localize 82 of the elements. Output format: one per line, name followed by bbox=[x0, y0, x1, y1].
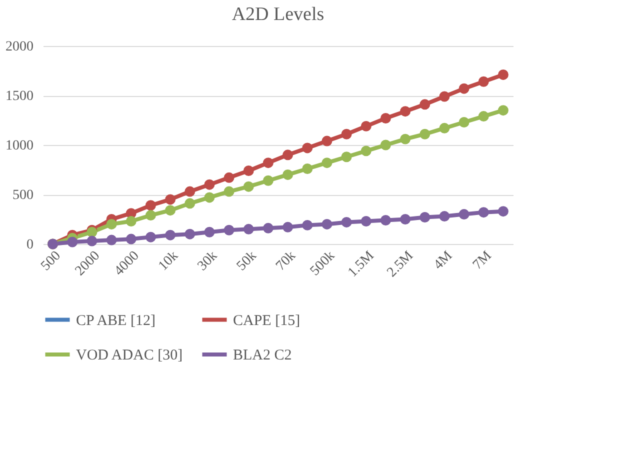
x-tick-label: 30k bbox=[195, 248, 221, 274]
point bbox=[400, 134, 411, 144]
point bbox=[380, 113, 391, 124]
point bbox=[380, 140, 391, 150]
point bbox=[498, 105, 508, 116]
y-tick-label: 0 bbox=[26, 238, 34, 252]
point bbox=[262, 175, 274, 186]
point bbox=[360, 216, 372, 226]
point bbox=[400, 106, 411, 117]
point bbox=[420, 128, 430, 140]
x-tick-label: 4M bbox=[431, 248, 456, 273]
point bbox=[458, 116, 470, 128]
point bbox=[420, 99, 430, 110]
point bbox=[145, 210, 156, 221]
point bbox=[439, 211, 450, 222]
x-tick-label: 50k bbox=[234, 248, 260, 274]
point bbox=[224, 186, 234, 197]
legend-label: BLA2 C2 bbox=[233, 348, 292, 364]
point bbox=[67, 236, 78, 248]
x-tick-label: 70k bbox=[273, 248, 299, 274]
point bbox=[439, 91, 450, 102]
point bbox=[498, 206, 508, 217]
point bbox=[478, 76, 489, 87]
point bbox=[262, 158, 274, 168]
point bbox=[439, 122, 450, 134]
point bbox=[282, 222, 294, 232]
point bbox=[341, 152, 352, 162]
point bbox=[302, 220, 313, 230]
legend-label: CAPE [15] bbox=[233, 312, 300, 329]
point bbox=[224, 172, 234, 183]
point bbox=[360, 120, 372, 132]
point bbox=[204, 179, 215, 190]
y-tick-label: 2000 bbox=[6, 40, 34, 54]
x-tick-label: 4000 bbox=[112, 248, 142, 279]
point bbox=[322, 136, 332, 146]
point bbox=[204, 192, 215, 203]
point bbox=[184, 198, 196, 209]
y-tick-label: 500 bbox=[12, 188, 34, 203]
point bbox=[458, 209, 470, 220]
point bbox=[322, 158, 332, 168]
point bbox=[262, 222, 274, 234]
point bbox=[341, 216, 352, 228]
point bbox=[165, 194, 176, 205]
point bbox=[498, 69, 508, 80]
point bbox=[224, 224, 234, 236]
x-tick-label: 10k bbox=[156, 248, 182, 274]
point bbox=[126, 216, 136, 226]
point bbox=[145, 232, 156, 242]
x-tick-label: 500k bbox=[308, 248, 338, 279]
point bbox=[165, 205, 176, 216]
point bbox=[380, 215, 391, 226]
x-tick-label: 500 bbox=[38, 248, 64, 274]
chart-title: A2D Levels bbox=[232, 4, 324, 25]
point bbox=[106, 218, 117, 230]
point bbox=[478, 111, 489, 122]
point bbox=[478, 207, 489, 218]
point bbox=[341, 128, 352, 140]
point bbox=[458, 83, 470, 94]
point bbox=[86, 236, 98, 246]
point bbox=[302, 164, 313, 174]
point bbox=[282, 150, 294, 160]
point bbox=[322, 218, 332, 230]
point bbox=[282, 169, 294, 180]
point bbox=[106, 234, 117, 246]
point bbox=[184, 186, 196, 197]
point bbox=[243, 181, 254, 192]
legend-label: CP ABE [12] bbox=[76, 312, 156, 329]
point bbox=[184, 228, 196, 240]
point bbox=[243, 166, 254, 176]
point bbox=[145, 200, 156, 211]
point bbox=[360, 146, 372, 156]
y-tick-label: 1000 bbox=[6, 138, 34, 154]
point bbox=[420, 212, 430, 223]
point bbox=[165, 230, 176, 240]
point bbox=[126, 234, 136, 244]
point bbox=[302, 142, 313, 154]
x-tick-label: 7M bbox=[470, 248, 496, 273]
point bbox=[204, 226, 215, 238]
point bbox=[243, 224, 254, 234]
point bbox=[400, 214, 411, 224]
legend-label: VOD ADAC [30] bbox=[76, 348, 183, 364]
y-tick-label: 1500 bbox=[6, 89, 34, 104]
